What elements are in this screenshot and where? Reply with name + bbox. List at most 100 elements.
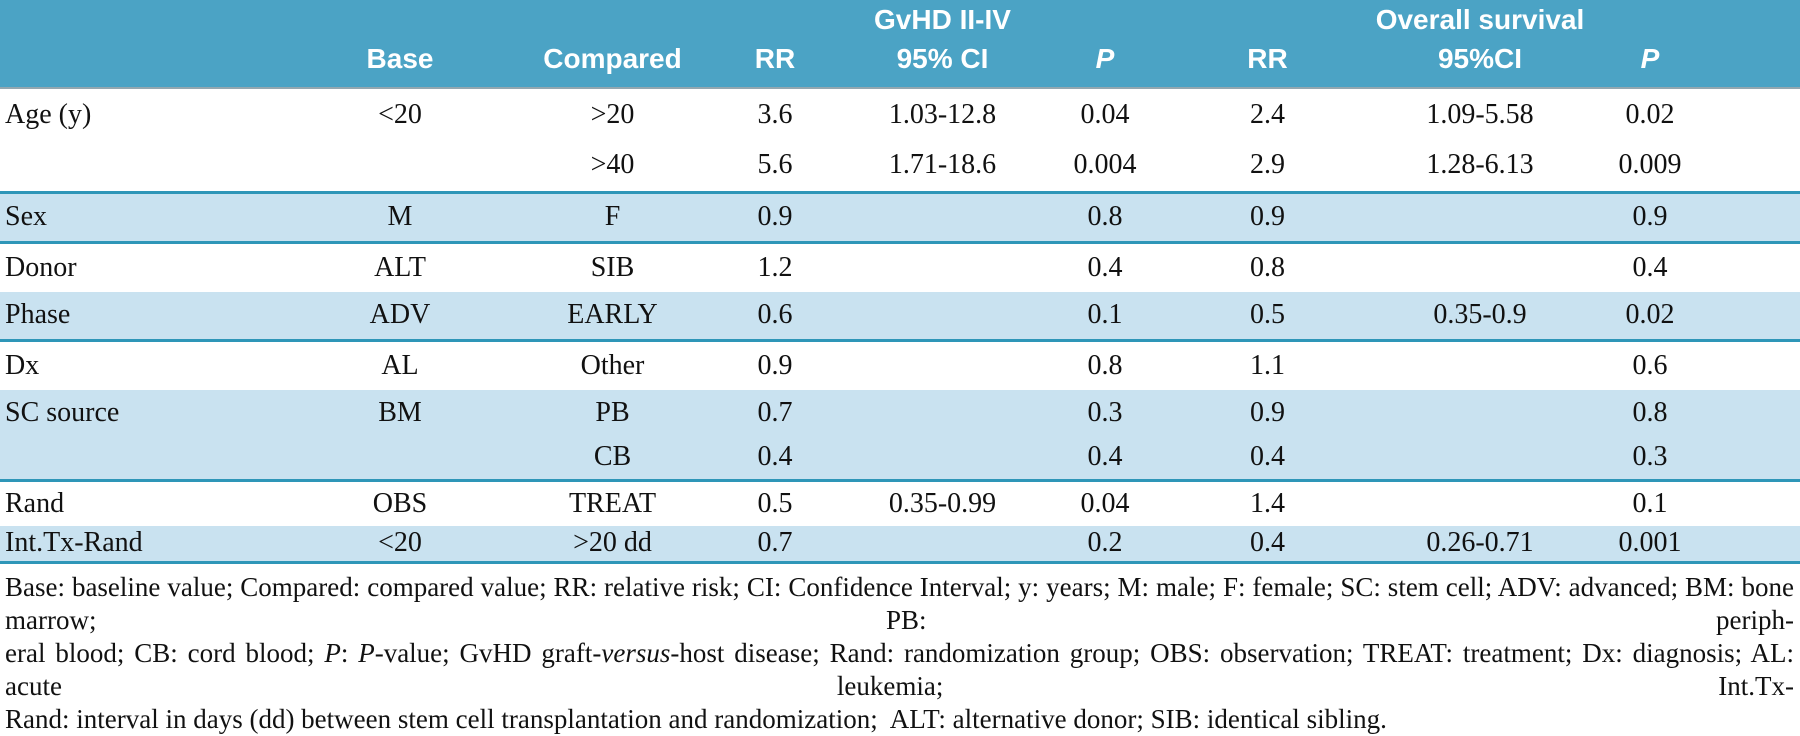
cell-ci-gvhd [835,292,1050,342]
cell-base [290,140,510,194]
header-spacer [1585,0,1715,38]
cell-rr-gvhd: 1.2 [757,251,793,283]
footnote-text-segment: Base: baseline value; Compared: compared… [5,571,1794,635]
row-label: Int.Tx-Rand [0,526,290,564]
spacer-cell [1715,340,1800,390]
footnote-line-2: eral blood; CB: cord blood; P: P-value; … [5,637,1794,703]
cell-rr-os: 1.1 [1250,349,1285,381]
cell-compared: EARLY [510,292,715,342]
cell-rr-os: 0.9 [1160,390,1375,435]
cell-base: <20 [378,98,422,130]
header-group-row: GvHD II-IV Overall survival [0,0,1800,38]
footnote-italic-segment: P [324,637,341,668]
cell-p-os: 0.02 [1585,292,1715,342]
header-spacer [290,0,510,38]
cell-ci-os [1375,480,1585,526]
cell-ci-gvhd: 0.35-0.99 [888,487,997,519]
row-label [0,140,290,194]
table-header: GvHD II-IV Overall survival Base Compare… [0,0,1800,89]
cell-compared: SIB [590,251,635,283]
row-label: Rand [5,487,65,519]
row-label: Phase [0,292,290,342]
cell-rr-gvhd: 3.6 [757,98,793,130]
col-header-rr-gvhd: RR [715,38,835,89]
cell-compared: >20 [590,98,635,130]
footnote-italic-segment: P [358,637,375,668]
cell-p-gvhd: 0.004 [1050,140,1160,194]
table-row: >40 5.6 1.71-18.6 0.004 2.9 1.28-6.13 0.009 [0,140,1800,194]
cell-p-os: 0.9 [1585,192,1715,244]
cell-ci-gvhd [835,435,1050,482]
table-row: Age (y) <20 >20 3.6 1.03-12.8 0.04 2.4 1.09-5.5… [0,88,1800,140]
results-table: GvHD II-IV Overall survival Base Compare… [0,0,1800,564]
footnote-text-segment: Rand: interval in days (dd) between stem… [5,703,1387,734]
group-header-overall-survival: Overall survival [1375,0,1585,38]
cell-rr-gvhd: 0.5 [757,487,793,519]
cell-rr-os: 0.4 [1160,526,1375,564]
cell-rr-gvhd: 0.4 [715,435,835,482]
footnote-text-segment: : [340,637,359,668]
row-label: SC source [0,390,290,435]
cell-base: ALT [374,251,426,283]
cell-ci-os: 0.35-0.9 [1375,292,1585,342]
cell-compared: CB [510,435,715,482]
row-label: Dx [5,349,40,381]
cell-ci-os [1375,192,1585,244]
row-label: Sex [0,192,290,244]
cell-rr-os: 0.8 [1250,251,1285,283]
cell-compared: F [510,192,715,244]
cell-rr-gvhd: 0.7 [715,390,835,435]
header-spacer [1715,0,1800,38]
cell-ci-os [1375,340,1585,390]
spacer-cell [1715,242,1800,292]
table-row: Dx AL Other 0.9 0.8 1.1 0.6 [0,340,1800,390]
cell-p-gvhd: 0.3 [1050,390,1160,435]
cell-p-gvhd: 0.4 [1050,435,1160,482]
col-header-p-os: P [1585,38,1715,89]
cell-base: AL [381,349,419,381]
col-header-p-gvhd: P [1050,38,1160,89]
cell-rr-os: 0.4 [1160,435,1375,482]
table-row: Int.Tx-Rand <20 >20 dd 0.7 0.2 0.4 0.26-0.71 0.… [0,526,1800,564]
spacer-cell [1715,292,1800,342]
header-spacer [1715,38,1800,89]
table-body: Age (y) <20 >20 3.6 1.03-12.8 0.04 2.4 1.09-5.5… [0,88,1800,564]
col-header-compared: Compared [510,38,715,89]
cell-p-os: 0.001 [1585,526,1715,564]
table-row: Donor ALT SIB 1.2 0.4 0.8 0.4 [0,242,1800,292]
cell-p-gvhd: 0.04 [1080,98,1130,130]
cell-ci-gvhd [835,340,1050,390]
cell-ci-gvhd [835,390,1050,435]
footnote: Base: baseline value; Compared: compared… [0,564,1800,736]
header-columns-row: Base Compared RR 95% CI P RR 95%CI P [0,38,1800,89]
group-header-gvhd: GvHD II-IV [835,0,1050,38]
cell-p-gvhd: 0.4 [1087,251,1123,283]
table-row: SC source BM PB 0.7 0.3 0.9 0.8 [0,390,1800,435]
row-label [0,435,290,482]
cell-rr-os: 0.9 [1160,192,1375,244]
cell-ci-os: 1.28-6.13 [1375,140,1585,194]
cell-ci-gvhd [835,242,1050,292]
spacer-cell [1715,480,1800,526]
table-row: Phase ADV EARLY 0.6 0.1 0.5 0.35-0.9 0.02 [0,292,1800,342]
spacer-cell [1715,192,1800,244]
col-header-rr-os: RR [1160,38,1375,89]
cell-p-os: 0.02 [1625,98,1675,130]
cell-compared: TREAT [568,487,657,519]
cell-base: OBS [372,487,428,519]
header-spacer [715,0,835,38]
footnote-text-segment: -value; GvHD graft- [374,637,602,668]
spacer-cell [1715,88,1800,140]
table-row: CB 0.4 0.4 0.4 0.3 [0,435,1800,482]
cell-p-os: 0.4 [1632,251,1668,283]
cell-rr-os: 0.5 [1160,292,1375,342]
spacer-cell [1715,140,1800,194]
cell-compared: >40 [510,140,715,194]
spacer-cell [1715,526,1800,564]
spacer-cell [1715,390,1800,435]
cell-rr-os: 1.4 [1250,487,1285,519]
cell-compared: Other [580,349,645,381]
cell-p-os: 0.3 [1585,435,1715,482]
cell-ci-os: 0.26-0.71 [1375,526,1585,564]
cell-rr-gvhd: 0.6 [715,292,835,342]
